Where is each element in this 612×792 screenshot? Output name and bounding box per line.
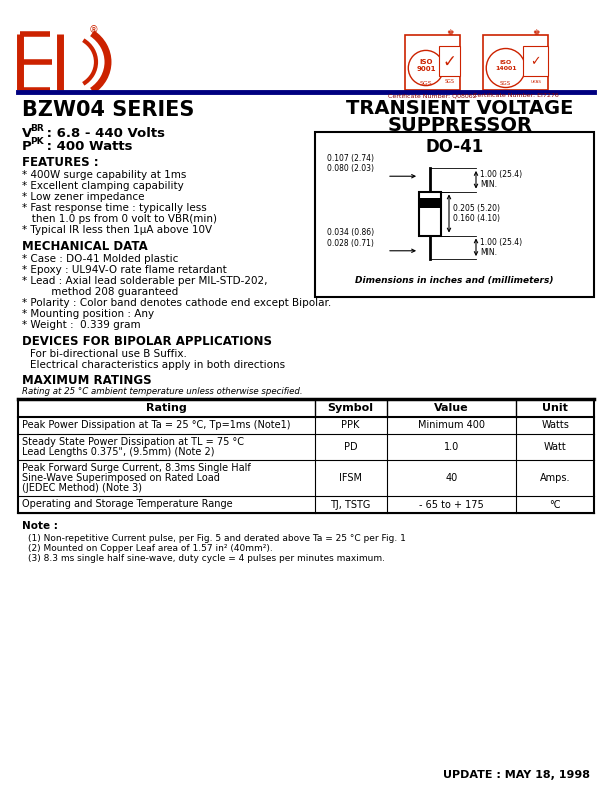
Text: Minimum 400: Minimum 400 [418,421,485,431]
Text: * Typical IR less then 1μA above 10V: * Typical IR less then 1μA above 10V [22,225,212,235]
Text: Certificate Number: EI7276: Certificate Number: EI7276 [472,93,558,98]
Text: Lead Lengths 0.375", (9.5mm) (Note 2): Lead Lengths 0.375", (9.5mm) (Note 2) [22,447,214,457]
Text: - 65 to + 175: - 65 to + 175 [419,500,484,509]
Text: ®: ® [88,25,98,35]
Text: * 400W surge capability at 1ms: * 400W surge capability at 1ms [22,170,187,180]
Text: (2) Mounted on Copper Leaf area of 1.57 in² (40mm²).: (2) Mounted on Copper Leaf area of 1.57 … [28,544,273,553]
Text: Sine-Wave Superimposed on Rated Load: Sine-Wave Superimposed on Rated Load [22,473,220,483]
Text: For bi-directional use B Suffix.: For bi-directional use B Suffix. [30,349,187,359]
Text: FEATURES :: FEATURES : [22,156,99,169]
Text: IFSM: IFSM [339,473,362,483]
Text: * Weight :  0.339 gram: * Weight : 0.339 gram [22,320,141,330]
Text: 1.00 (25.4)
MIN.: 1.00 (25.4) MIN. [480,170,522,189]
Text: Certificate Number: Q08062: Certificate Number: Q08062 [388,93,477,98]
Text: PPK: PPK [341,421,360,431]
Text: Unit: Unit [542,403,568,413]
Text: * Polarity : Color band denotes cathode end except Bipolar.: * Polarity : Color band denotes cathode … [22,298,331,308]
Text: ♚: ♚ [446,28,453,37]
Text: V: V [22,127,32,140]
Text: °C: °C [550,500,561,509]
Text: 0.034 (0.86)
0.028 (0.71): 0.034 (0.86) 0.028 (0.71) [327,228,374,248]
Bar [315,132,594,297]
Text: 40: 40 [446,473,458,483]
Bar [405,35,460,90]
Text: Rating: Rating [146,403,187,413]
Bar [419,197,441,208]
Text: Rating at 25 °C ambient temperature unless otherwise specified.: Rating at 25 °C ambient temperature unle… [22,387,302,396]
Text: 0.107 (2.74)
0.080 (2.03): 0.107 (2.74) 0.080 (2.03) [327,154,374,173]
Text: SUPPRESSOR: SUPPRESSOR [387,116,532,135]
Text: Peak Power Dissipation at Ta = 25 °C, Tp=1ms (Note1): Peak Power Dissipation at Ta = 25 °C, Tp… [22,420,291,430]
Text: Watts: Watts [541,421,569,431]
Text: ✓: ✓ [531,55,541,68]
Text: BR: BR [30,124,43,133]
Text: Operating and Storage Temperature Range: Operating and Storage Temperature Range [22,499,233,509]
Text: SGS: SGS [444,79,455,84]
Text: Watt: Watt [543,442,567,452]
Text: PK: PK [30,137,43,146]
Text: (3) 8.3 ms single half sine-wave, duty cycle = 4 pulses per minutes maximum.: (3) 8.3 ms single half sine-wave, duty c… [28,554,385,563]
Text: (1) Non-repetitive Current pulse, per Fig. 5 and derated above Ta = 25 °C per Fi: (1) Non-repetitive Current pulse, per Fi… [28,534,406,543]
Text: * Excellent clamping capability: * Excellent clamping capability [22,181,184,191]
Text: * Mounting position : Any: * Mounting position : Any [22,309,154,319]
Bar [439,46,460,76]
Text: MAXIMUM RATINGS: MAXIMUM RATINGS [22,374,152,387]
Text: then 1.0 ps from 0 volt to VBR(min): then 1.0 ps from 0 volt to VBR(min) [22,214,217,224]
Bar [523,46,548,76]
Text: * Low zener impedance: * Low zener impedance [22,192,144,202]
Text: : 400 Watts: : 400 Watts [42,140,133,153]
Text: (JEDEC Method) (Note 3): (JEDEC Method) (Note 3) [22,483,142,493]
Text: 0.205 (5.20)
0.160 (4.10): 0.205 (5.20) 0.160 (4.10) [453,204,500,223]
Text: Symbol: Symbol [327,403,374,413]
Text: : 6.8 - 440 Volts: : 6.8 - 440 Volts [42,127,165,140]
Text: SGS: SGS [420,81,432,86]
Text: method 208 guaranteed: method 208 guaranteed [22,287,178,297]
Text: ISO
9001: ISO 9001 [416,59,436,72]
Bar [419,192,441,235]
Text: PD: PD [344,442,357,452]
Text: * Fast response time : typically less: * Fast response time : typically less [22,203,207,213]
Text: DEVICES FOR BIPOLAR APPLICATIONS: DEVICES FOR BIPOLAR APPLICATIONS [22,335,272,348]
Text: Peak Forward Surge Current, 8.3ms Single Half: Peak Forward Surge Current, 8.3ms Single… [22,463,251,473]
Text: * Lead : Axial lead solderable per MIL-STD-202,: * Lead : Axial lead solderable per MIL-S… [22,276,267,286]
Text: BZW04 SERIES: BZW04 SERIES [22,100,195,120]
Text: * Case : DO-41 Molded plastic: * Case : DO-41 Molded plastic [22,254,178,264]
Text: P: P [22,140,32,153]
Text: DO-41: DO-41 [425,138,483,156]
Text: ♚: ♚ [532,28,539,37]
Text: TJ, TSTG: TJ, TSTG [330,500,371,509]
Text: TRANSIENT VOLTAGE: TRANSIENT VOLTAGE [346,99,573,118]
Text: SGS: SGS [500,81,512,86]
Bar [483,35,548,90]
Text: MECHANICAL DATA: MECHANICAL DATA [22,240,147,253]
Text: Electrical characteristics apply in both directions: Electrical characteristics apply in both… [30,360,285,370]
Text: UPDATE : MAY 18, 1998: UPDATE : MAY 18, 1998 [443,770,590,780]
Text: 1.00 (25.4)
MIN.: 1.00 (25.4) MIN. [480,238,522,257]
Text: Amps.: Amps. [540,473,570,483]
Text: Value: Value [434,403,469,413]
Text: Note :: Note : [22,521,58,531]
Text: 1.0: 1.0 [444,442,459,452]
Text: UKAS: UKAS [530,80,541,84]
Text: Dimensions in inches and (millimeters): Dimensions in inches and (millimeters) [355,276,554,285]
Text: ISO
14001: ISO 14001 [495,59,517,70]
Text: Steady State Power Dissipation at TL = 75 °C: Steady State Power Dissipation at TL = 7… [22,437,244,447]
Text: * Epoxy : UL94V-O rate flame retardant: * Epoxy : UL94V-O rate flame retardant [22,265,227,275]
Text: ✓: ✓ [442,52,457,70]
